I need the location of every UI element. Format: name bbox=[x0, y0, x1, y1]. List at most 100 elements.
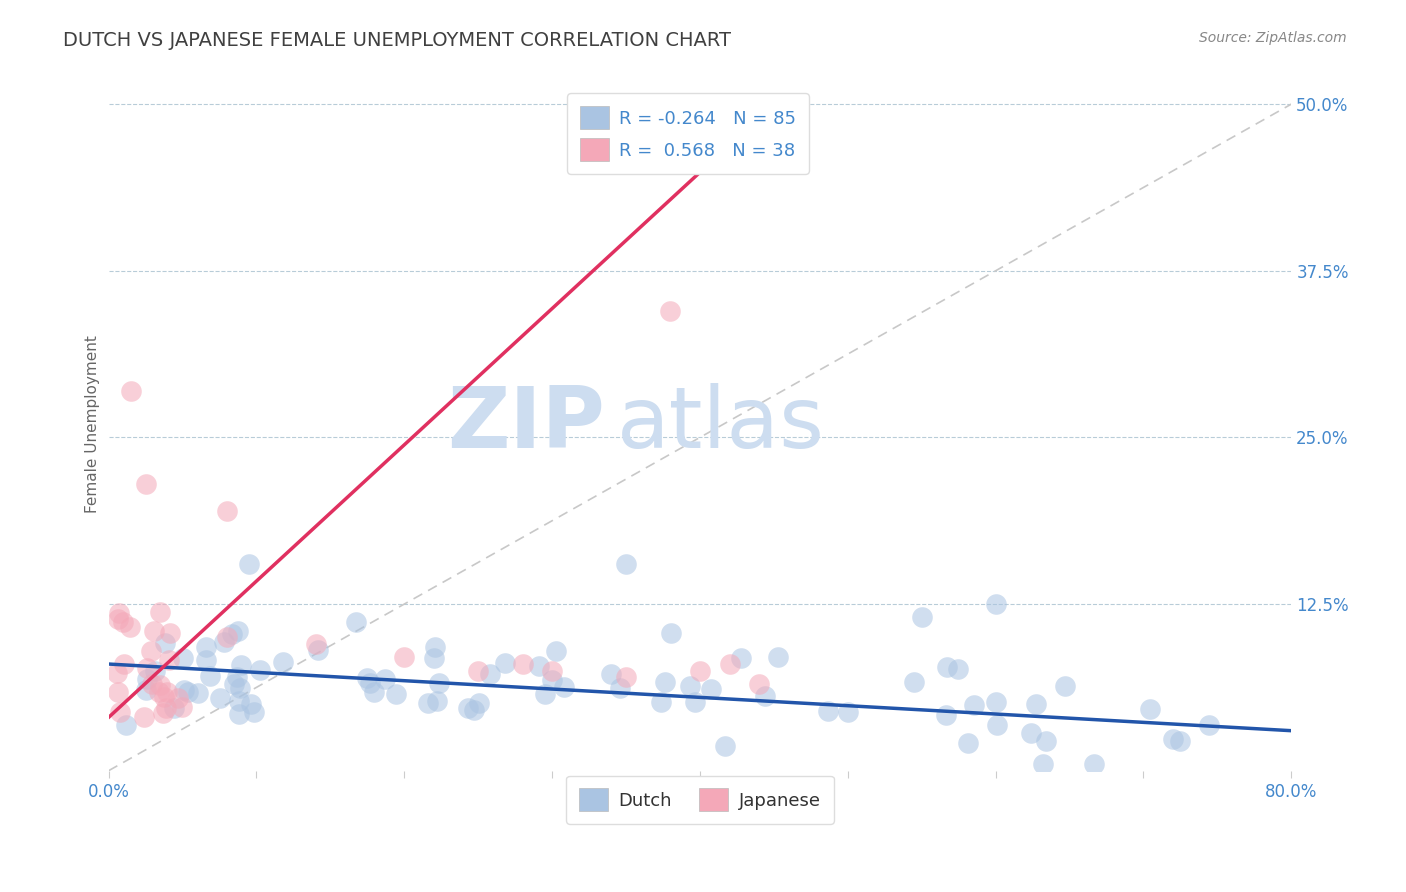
Point bbox=[304, 637, 326, 651]
Point bbox=[683, 695, 706, 709]
Point bbox=[911, 610, 934, 624]
Point bbox=[614, 670, 637, 684]
Point bbox=[768, 649, 790, 664]
Point bbox=[1170, 734, 1192, 748]
Point bbox=[224, 677, 246, 691]
Point bbox=[468, 696, 491, 710]
Point bbox=[463, 703, 485, 717]
Point bbox=[344, 615, 367, 629]
Point bbox=[374, 672, 396, 686]
Point bbox=[215, 631, 238, 645]
Point bbox=[112, 657, 135, 671]
Point bbox=[512, 657, 534, 671]
Point bbox=[136, 661, 159, 675]
Point bbox=[159, 626, 181, 640]
Point bbox=[1035, 733, 1057, 747]
Point bbox=[416, 697, 439, 711]
Point bbox=[208, 691, 231, 706]
Point bbox=[271, 655, 294, 669]
Point bbox=[173, 682, 195, 697]
Point bbox=[541, 664, 564, 678]
Point bbox=[149, 605, 172, 619]
Legend: Dutch, Japanese: Dutch, Japanese bbox=[567, 775, 834, 824]
Point bbox=[249, 663, 271, 677]
Point bbox=[172, 651, 194, 665]
Point bbox=[1054, 679, 1077, 693]
Point bbox=[195, 640, 218, 654]
Point bbox=[457, 701, 479, 715]
Point bbox=[231, 658, 253, 673]
Point bbox=[423, 651, 446, 665]
Point bbox=[148, 684, 170, 698]
Point bbox=[426, 694, 449, 708]
Point bbox=[659, 626, 682, 640]
Point bbox=[1163, 731, 1185, 746]
Point bbox=[152, 706, 174, 720]
Point bbox=[936, 660, 959, 674]
Point bbox=[111, 615, 134, 629]
Point bbox=[817, 704, 839, 718]
Point bbox=[156, 685, 179, 699]
Point bbox=[935, 707, 957, 722]
Point bbox=[1139, 702, 1161, 716]
Point bbox=[540, 673, 562, 687]
Point bbox=[718, 657, 741, 671]
Point bbox=[134, 710, 156, 724]
Point bbox=[359, 676, 381, 690]
Point bbox=[679, 679, 702, 693]
Point bbox=[984, 597, 1007, 611]
Point bbox=[654, 675, 676, 690]
Point bbox=[118, 620, 141, 634]
Point bbox=[754, 690, 776, 704]
Point bbox=[1083, 757, 1105, 772]
Text: Source: ZipAtlas.com: Source: ZipAtlas.com bbox=[1199, 31, 1347, 45]
Point bbox=[363, 685, 385, 699]
Point bbox=[467, 664, 489, 678]
Point bbox=[494, 657, 516, 671]
Point bbox=[221, 627, 243, 641]
Point bbox=[963, 698, 986, 713]
Point bbox=[228, 694, 250, 708]
Point bbox=[149, 678, 172, 692]
Text: ZIP: ZIP bbox=[447, 383, 606, 466]
Point bbox=[730, 651, 752, 665]
Point bbox=[527, 659, 550, 673]
Point bbox=[110, 706, 132, 720]
Point bbox=[650, 695, 672, 709]
Text: DUTCH VS JAPANESE FEMALE UNEMPLOYMENT CORRELATION CHART: DUTCH VS JAPANESE FEMALE UNEMPLOYMENT CO… bbox=[63, 31, 731, 50]
Point bbox=[609, 681, 631, 695]
Point bbox=[228, 707, 250, 722]
Point bbox=[689, 664, 711, 678]
Point bbox=[238, 557, 260, 571]
Point bbox=[177, 684, 200, 698]
Point bbox=[534, 687, 557, 701]
Point bbox=[307, 643, 329, 657]
Point bbox=[135, 477, 157, 491]
Point bbox=[748, 677, 770, 691]
Point bbox=[903, 674, 925, 689]
Point bbox=[700, 682, 723, 697]
Point bbox=[139, 643, 162, 657]
Point bbox=[659, 303, 682, 318]
Point bbox=[153, 635, 176, 649]
Point bbox=[143, 624, 166, 639]
Point bbox=[136, 672, 159, 686]
Point bbox=[107, 685, 129, 699]
Point bbox=[167, 691, 190, 706]
Point bbox=[195, 653, 218, 667]
Point bbox=[956, 736, 979, 750]
Point bbox=[1025, 698, 1047, 712]
Point bbox=[152, 690, 174, 705]
Y-axis label: Female Unemployment: Female Unemployment bbox=[86, 335, 100, 513]
Point bbox=[423, 640, 446, 655]
Point bbox=[212, 635, 235, 649]
Point bbox=[356, 671, 378, 685]
Point bbox=[986, 718, 1008, 732]
Point bbox=[226, 670, 249, 684]
Point bbox=[239, 697, 262, 711]
Point bbox=[948, 662, 970, 676]
Point bbox=[172, 700, 194, 714]
Point bbox=[984, 695, 1007, 709]
Point bbox=[614, 557, 637, 571]
Point bbox=[1019, 725, 1042, 739]
